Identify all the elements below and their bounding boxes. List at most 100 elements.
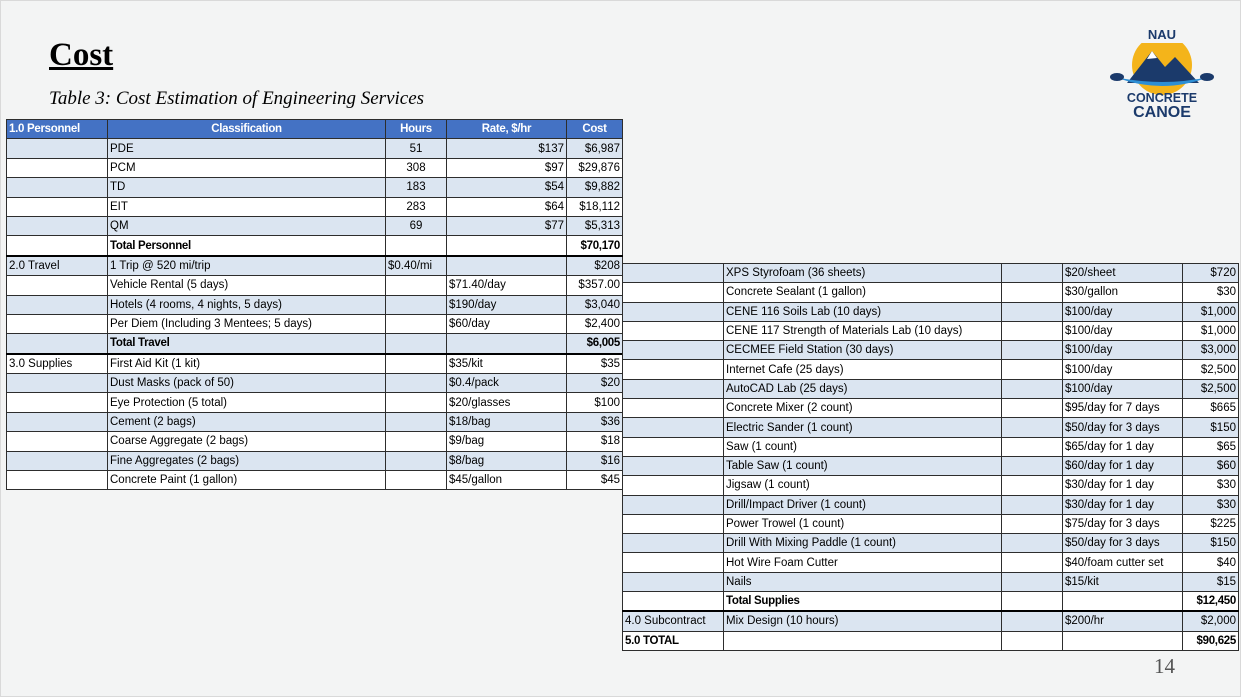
item-cell: PCM: [107, 157, 386, 179]
item-cell: Power Trowel (1 count): [723, 513, 1002, 535]
table-header-row: 1.0 Personnel Classification Hours Rate,…: [6, 118, 623, 140]
item-cell: CENE 116 Soils Lab (10 days): [723, 301, 1002, 322]
section-cell: [622, 340, 724, 361]
hours-cell: [385, 294, 447, 315]
hours-cell: [1001, 571, 1063, 593]
cost-cell: $40: [1182, 552, 1239, 573]
hours-cell: [1001, 417, 1063, 438]
hours-cell: [1001, 262, 1063, 284]
rate-cell: [446, 254, 567, 277]
cost-cell: $45: [566, 470, 623, 491]
item-cell: Total Personnel: [107, 235, 386, 257]
cost-cell: $1,000: [1182, 320, 1239, 342]
section-cell: [622, 455, 724, 477]
section-cell: [622, 262, 724, 284]
item-cell: Cement (2 bags): [107, 411, 386, 433]
rate-cell: $20/glasses: [446, 392, 567, 413]
hours-cell: [385, 411, 447, 433]
hours-cell: [385, 373, 447, 394]
rate-cell: $60/day: [446, 313, 567, 335]
table-row: Drill With Mixing Paddle (1 count) $50/da…: [622, 533, 1239, 554]
nau-concrete-canoe-logo: NAU CONCRETE CANOE: [1107, 25, 1217, 121]
section-cell: [6, 138, 108, 159]
section-cell: [6, 177, 108, 198]
section-cell: [622, 533, 724, 554]
cost-cell: $20: [566, 373, 623, 394]
cost-table-left: 1.0 Personnel Classification Hours Rate,…: [6, 118, 623, 491]
table-row: 5.0 TOTAL $90,625: [622, 630, 1239, 651]
cost-cell: $90,625: [1182, 630, 1239, 651]
table-caption: Table 3: Cost Estimation of Engineering …: [49, 88, 425, 109]
table-row: Power Trowel (1 count) $75/day for 3 days…: [622, 513, 1239, 535]
rate-cell: $97: [446, 157, 567, 179]
section-cell: [622, 436, 724, 457]
hours-cell: 69: [385, 215, 447, 237]
logo-text-bottom: CANOE: [1133, 104, 1191, 121]
cost-cell: $100: [566, 392, 623, 413]
item-cell: AutoCAD Lab (25 days): [723, 378, 1002, 400]
section-cell: [6, 157, 108, 179]
rate-cell: $30/day for 1 day: [1062, 494, 1183, 515]
cost-cell: $36: [566, 411, 623, 433]
header-rate: Rate, $/hr: [446, 118, 567, 140]
hours-cell: [385, 275, 447, 296]
header-cost: Cost: [566, 118, 623, 140]
table-row: PDE 51 $137 $6,987: [6, 138, 623, 159]
section-cell: [622, 494, 724, 515]
section-cell: [6, 294, 108, 315]
table-row: 4.0 Subcontract Mix Design (10 hours) $200…: [622, 610, 1239, 632]
cost-cell: $2,500: [1182, 378, 1239, 400]
item-cell: Dust Masks (pack of 50): [107, 373, 386, 394]
table-row: Cement (2 bags) $18/bag $36: [6, 411, 623, 433]
page-number: 14: [1154, 654, 1175, 678]
section-cell: [6, 333, 108, 355]
item-cell: Drill/Impact Driver (1 count): [723, 494, 1002, 515]
section-cell: [6, 373, 108, 394]
table-row: Internet Cafe (25 days) $100/day $2,500: [622, 359, 1239, 380]
item-cell: EIT: [107, 196, 386, 217]
rate-cell: [1062, 591, 1183, 612]
hours-cell: [1001, 340, 1063, 361]
cost-cell: $3,000: [1182, 340, 1239, 361]
table-row: AutoCAD Lab (25 days) $100/day $2,500: [622, 378, 1239, 400]
item-cell: Hot Wire Foam Cutter: [723, 552, 1002, 573]
rate-cell: $50/day for 3 days: [1062, 533, 1183, 554]
hours-cell: 183: [385, 177, 447, 198]
item-cell: Coarse Aggregate (2 bags): [107, 431, 386, 452]
rate-cell: $30/gallon: [1062, 282, 1183, 303]
hours-cell: [1001, 282, 1063, 303]
item-cell: Table Saw (1 count): [723, 455, 1002, 477]
table-row: Total Travel $6,005: [6, 333, 623, 355]
hours-cell: [1001, 513, 1063, 535]
hours-cell: 283: [385, 196, 447, 217]
cost-cell: $208: [566, 254, 623, 277]
item-cell: Concrete Sealant (1 gallon): [723, 282, 1002, 303]
section-cell: [6, 392, 108, 413]
table-row: QM 69 $77 $5,313: [6, 215, 623, 237]
rate-cell: $54: [446, 177, 567, 198]
cost-cell: $2,400: [566, 313, 623, 335]
section-cell: [6, 470, 108, 491]
table-row: Saw (1 count) $65/day for 1 day $65: [622, 436, 1239, 457]
section-cell: 4.0 Subcontract: [622, 610, 724, 632]
section-cell: [622, 301, 724, 322]
cost-cell: $720: [1182, 262, 1239, 284]
cost-cell: $1,000: [1182, 301, 1239, 322]
hours-cell: [1001, 630, 1063, 651]
cost-cell: $30: [1182, 494, 1239, 515]
logo-text-mid: CONCRETE: [1127, 91, 1197, 105]
item-cell: Concrete Paint (1 gallon): [107, 470, 386, 491]
rate-cell: $18/bag: [446, 411, 567, 433]
item-cell: TD: [107, 177, 386, 198]
item-cell: XPS Styrofoam (36 sheets): [723, 262, 1002, 284]
item-cell: QM: [107, 215, 386, 237]
cost-cell: $2,000: [1182, 610, 1239, 632]
hours-cell: [385, 235, 447, 257]
section-cell: [6, 196, 108, 217]
section-cell: [6, 235, 108, 257]
item-cell: First Aid Kit (1 kit): [107, 352, 386, 375]
hours-cell: [1001, 475, 1063, 496]
table-row: XPS Styrofoam (36 sheets) $20/sheet $720: [622, 262, 1239, 284]
table-row: Vehicle Rental (5 days) $71.40/day $357.00: [6, 275, 623, 296]
